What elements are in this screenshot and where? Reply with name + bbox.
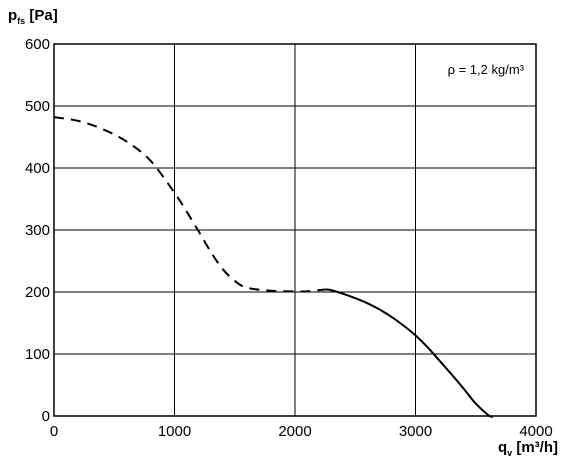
series-layer bbox=[53, 116, 494, 419]
y-tick-label: 0 bbox=[42, 408, 50, 425]
y-axis-title-main: p bbox=[8, 7, 17, 24]
series-line-solid bbox=[325, 288, 494, 419]
x-axis-title-sub: v bbox=[507, 448, 512, 458]
series-line-dashed bbox=[53, 116, 326, 293]
y-tick-label: 500 bbox=[25, 98, 50, 115]
x-tick-label: 0 bbox=[50, 423, 58, 440]
x-tick-labels: 0 1000 2000 3000 4000 bbox=[50, 423, 553, 440]
y-tick-label: 300 bbox=[25, 222, 50, 239]
y-tick-label: 600 bbox=[25, 36, 50, 53]
x-axis-title-unit: [m³/h] bbox=[512, 439, 558, 456]
x-tick-label: 1000 bbox=[158, 423, 191, 440]
x-tick-label: 3000 bbox=[399, 423, 432, 440]
y-tick-label: 400 bbox=[25, 160, 50, 177]
grid-lines bbox=[54, 44, 536, 416]
y-axis-title-sub: fs bbox=[17, 16, 25, 26]
y-tick-label: 100 bbox=[25, 346, 50, 363]
y-tick-labels: 0 100 200 300 400 500 600 bbox=[25, 36, 50, 425]
density-annotation: ρ = 1,2 kg/m³ bbox=[448, 62, 525, 77]
x-axis-title-main: q bbox=[498, 439, 507, 456]
plot-frame bbox=[53, 43, 537, 417]
y-axis-title-unit: [Pa] bbox=[25, 7, 58, 24]
y-tick-label: 200 bbox=[25, 284, 50, 301]
x-tick-label: 4000 bbox=[519, 423, 552, 440]
y-axis-title: pfs [Pa] bbox=[8, 7, 58, 26]
x-tick-label: 2000 bbox=[278, 423, 311, 440]
x-axis-title: qv [m³/h] bbox=[498, 439, 558, 458]
